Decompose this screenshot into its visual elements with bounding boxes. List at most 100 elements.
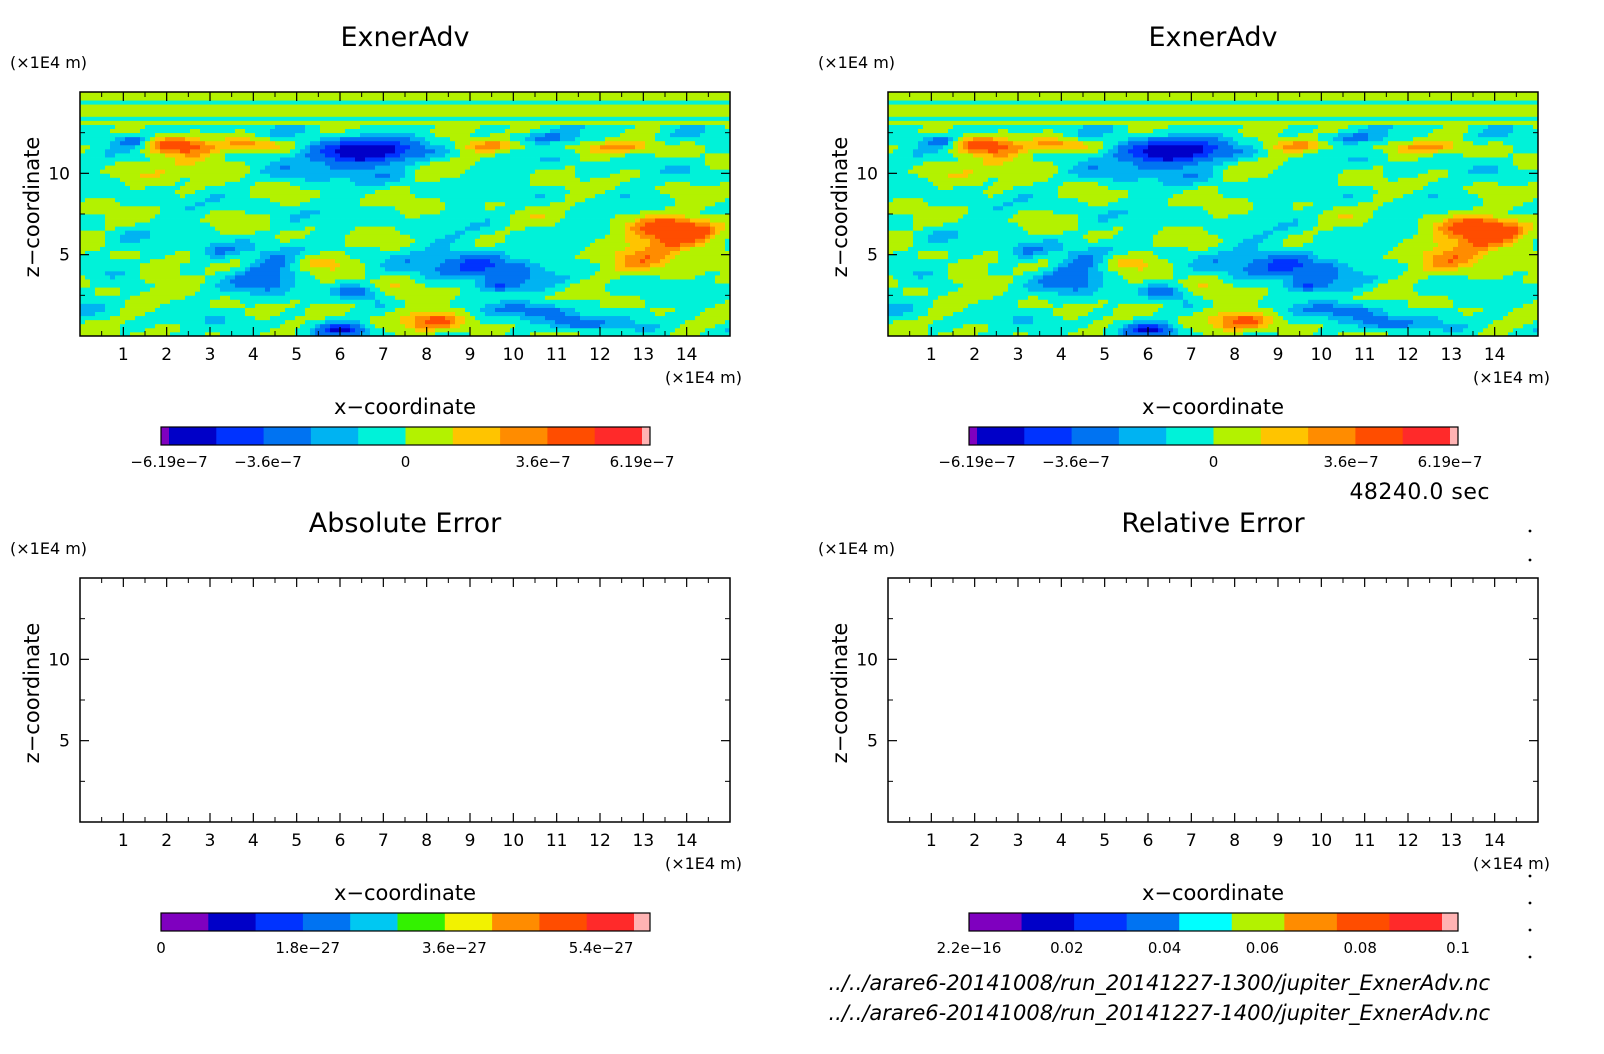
field-cell — [240, 128, 246, 134]
field-cell — [225, 193, 231, 199]
field-cell — [385, 201, 391, 207]
field-cell — [335, 238, 341, 243]
field-cell — [305, 136, 311, 142]
field-cell — [360, 100, 366, 105]
field-cell — [370, 270, 376, 276]
field-cell — [285, 104, 291, 109]
field-cell — [300, 108, 306, 113]
field-cell — [85, 327, 91, 333]
field-cell — [460, 234, 466, 239]
field-cell — [340, 132, 346, 138]
field-cell — [310, 108, 316, 113]
field-cell — [430, 165, 436, 170]
field-cell — [395, 214, 401, 219]
field-cell — [270, 230, 276, 235]
field-cell — [400, 283, 406, 288]
field-cell — [265, 120, 271, 125]
field-cell — [140, 331, 146, 337]
field-cell — [395, 258, 401, 264]
field-cell — [125, 132, 131, 138]
field-cell — [490, 323, 496, 329]
field-cell — [320, 250, 326, 256]
field-cell — [400, 189, 406, 195]
field-cell — [110, 205, 116, 211]
field-cell — [400, 193, 406, 199]
field-cell — [360, 266, 366, 272]
field-cell — [400, 197, 406, 203]
field-cell — [330, 136, 336, 142]
field-cell — [120, 153, 126, 158]
field-cell — [290, 153, 296, 158]
field-cell — [480, 197, 486, 203]
field-cell — [205, 246, 211, 251]
field-cell — [460, 230, 466, 235]
field-cell — [370, 140, 376, 146]
field-cell — [290, 250, 296, 256]
field-cell — [220, 104, 226, 109]
field-cell — [90, 222, 96, 227]
field-cell — [280, 161, 286, 166]
field-cell — [320, 124, 326, 129]
field-cell — [420, 303, 426, 308]
field-cell — [275, 132, 281, 138]
field-cell — [180, 226, 186, 231]
field-cell — [120, 201, 126, 207]
field-cell — [355, 254, 361, 260]
field-cell — [275, 165, 281, 170]
field-cell — [480, 112, 486, 117]
field-cell — [150, 132, 156, 138]
field-cell — [240, 92, 246, 97]
field-cell — [100, 112, 106, 117]
field-cell — [270, 218, 276, 223]
field-cell — [265, 100, 271, 105]
field-cell — [485, 124, 491, 129]
field-cell — [170, 287, 176, 292]
field-cell — [320, 173, 326, 178]
field-cell — [160, 323, 166, 329]
field-cell — [485, 291, 491, 296]
field-cell — [480, 307, 486, 312]
field-cell — [230, 230, 236, 235]
field-cell — [445, 307, 451, 312]
field-cell — [165, 116, 171, 121]
field-cell — [140, 283, 146, 288]
field-cell — [180, 303, 186, 308]
field-cell — [445, 254, 451, 260]
field-cell — [440, 262, 446, 268]
field-cell — [105, 112, 111, 117]
field-cell — [385, 230, 391, 235]
field-cell — [205, 153, 211, 158]
field-cell — [95, 177, 101, 182]
field-cell — [325, 193, 331, 199]
field-cell — [135, 246, 141, 251]
field-cell — [345, 124, 351, 129]
field-cell — [185, 189, 191, 195]
field-cell — [430, 144, 436, 150]
field-cell — [420, 287, 426, 292]
field-cell — [475, 124, 481, 129]
field-cell — [465, 165, 471, 170]
field-cell — [130, 100, 136, 105]
field-cell — [135, 279, 141, 284]
field-cell — [465, 331, 471, 337]
field-cell — [105, 157, 111, 162]
field-cell — [235, 92, 241, 97]
field-cell — [135, 275, 141, 280]
field-cell — [465, 205, 471, 211]
field-cell — [375, 193, 381, 199]
field-cell — [305, 153, 311, 158]
field-cell — [475, 315, 481, 321]
field-cell — [385, 128, 391, 134]
field-cell — [225, 92, 231, 97]
field-cell — [125, 238, 131, 243]
field-cell — [450, 266, 456, 272]
field-cell — [485, 319, 491, 325]
field-cell — [220, 250, 226, 256]
field-cell — [260, 254, 266, 260]
field-cell — [130, 238, 136, 243]
field-cell — [430, 148, 436, 154]
field-cell — [450, 226, 456, 231]
field-cell — [160, 108, 166, 113]
field-cell — [155, 100, 161, 105]
field-cell — [210, 319, 216, 325]
